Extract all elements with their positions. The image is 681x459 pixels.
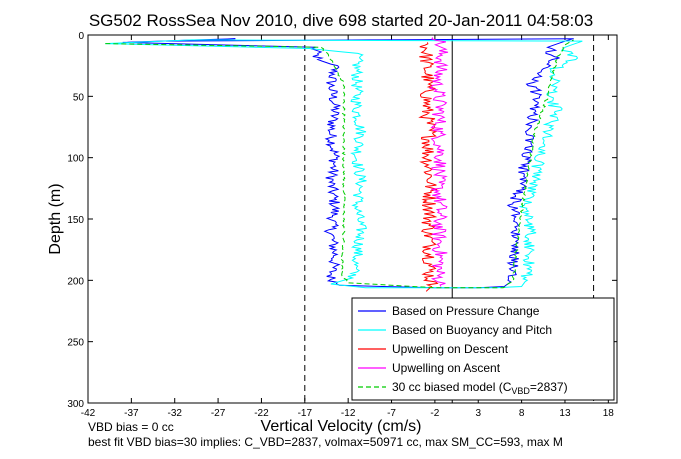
legend-label: Upwelling on Descent bbox=[392, 342, 509, 356]
x-tick-label: -12 bbox=[341, 408, 356, 419]
y-tick-label: 250 bbox=[67, 338, 84, 349]
legend-label: Upwelling on Ascent bbox=[392, 361, 501, 375]
legend-label: Based on Buoyancy and Pitch bbox=[392, 323, 552, 337]
x-tick-label: 3 bbox=[475, 408, 481, 419]
legend-label-text: Based on Pressure Change bbox=[392, 304, 540, 318]
series-line bbox=[105, 39, 574, 289]
x-tick-label: -17 bbox=[298, 408, 313, 419]
chart-title: SG502 RossSea Nov 2010, dive 698 started… bbox=[89, 11, 593, 30]
data-series bbox=[105, 37, 583, 292]
series-line bbox=[122, 38, 574, 289]
x-tick-label: -2 bbox=[430, 408, 439, 419]
legend-label-text: Upwelling on Descent bbox=[392, 342, 509, 356]
x-tick-label: -7 bbox=[387, 408, 396, 419]
x-tick-label: -37 bbox=[124, 408, 139, 419]
annotation-best-fit: best fit VBD bias=30 implies: C_VBD=2837… bbox=[88, 435, 563, 449]
x-tick-label: -27 bbox=[211, 408, 226, 419]
series-line bbox=[428, 37, 449, 287]
y-tick-label: 100 bbox=[67, 154, 84, 165]
y-axis-label: Depth (m) bbox=[47, 183, 64, 254]
x-tick-label: 18 bbox=[603, 408, 615, 419]
legend-label-subscript: VBD bbox=[511, 386, 530, 396]
x-tick-label: -22 bbox=[254, 408, 269, 419]
y-tick-label: 0 bbox=[78, 31, 84, 42]
axis-ticks: -42 -37 -32 -27 -22 -17 -12 -7 -2 3 8 13 18 0 50 100 150… bbox=[67, 31, 617, 419]
legend: Based on Pressure Change Based on Buoyanc… bbox=[351, 297, 615, 401]
y-tick-label: 300 bbox=[67, 399, 84, 410]
annotation-vbd-bias: VBD bias = 0 cc bbox=[88, 420, 174, 434]
y-tick-label: 200 bbox=[67, 276, 84, 287]
legend-box bbox=[351, 297, 615, 401]
y-tick-label: 150 bbox=[67, 215, 84, 226]
x-tick-label: -32 bbox=[167, 408, 182, 419]
legend-label-text: 30 cc biased model (C bbox=[392, 380, 512, 394]
legend-label-text: Upwelling on Ascent bbox=[392, 361, 501, 375]
series-line bbox=[105, 39, 583, 289]
legend-label-text: Based on Buoyancy and Pitch bbox=[392, 323, 552, 337]
legend-label: 30 cc biased model (CVBD=2837) bbox=[392, 380, 568, 396]
y-tick-label: 50 bbox=[73, 92, 85, 103]
legend-label-suffix: =2837) bbox=[530, 380, 568, 394]
x-tick-label: 13 bbox=[559, 408, 571, 419]
series-line bbox=[418, 42, 439, 292]
legend-label: Based on Pressure Change bbox=[392, 304, 540, 318]
x-tick-label: -42 bbox=[81, 408, 96, 419]
x-tick-label: 8 bbox=[519, 408, 525, 419]
x-axis-label: Vertical Velocity (cm/s) bbox=[261, 418, 422, 435]
